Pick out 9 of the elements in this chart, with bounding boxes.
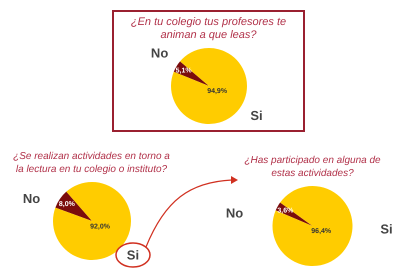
chart-title: ¿Has participado en alguna de estas actividades? [243,154,382,180]
slice-label: No [226,206,244,221]
slice-label: Si [126,248,139,263]
slice-label: Si [380,222,393,237]
slice-label: No [22,191,40,206]
slice-label: No [150,45,168,60]
slice-label: Si [250,108,263,123]
chart-title: ¿En tu colegio tus profesores te animan a que leas? [130,15,288,42]
chart-title: ¿Se realizan actividades en torno a la lectura en tu colegio o instituto? [12,150,171,176]
